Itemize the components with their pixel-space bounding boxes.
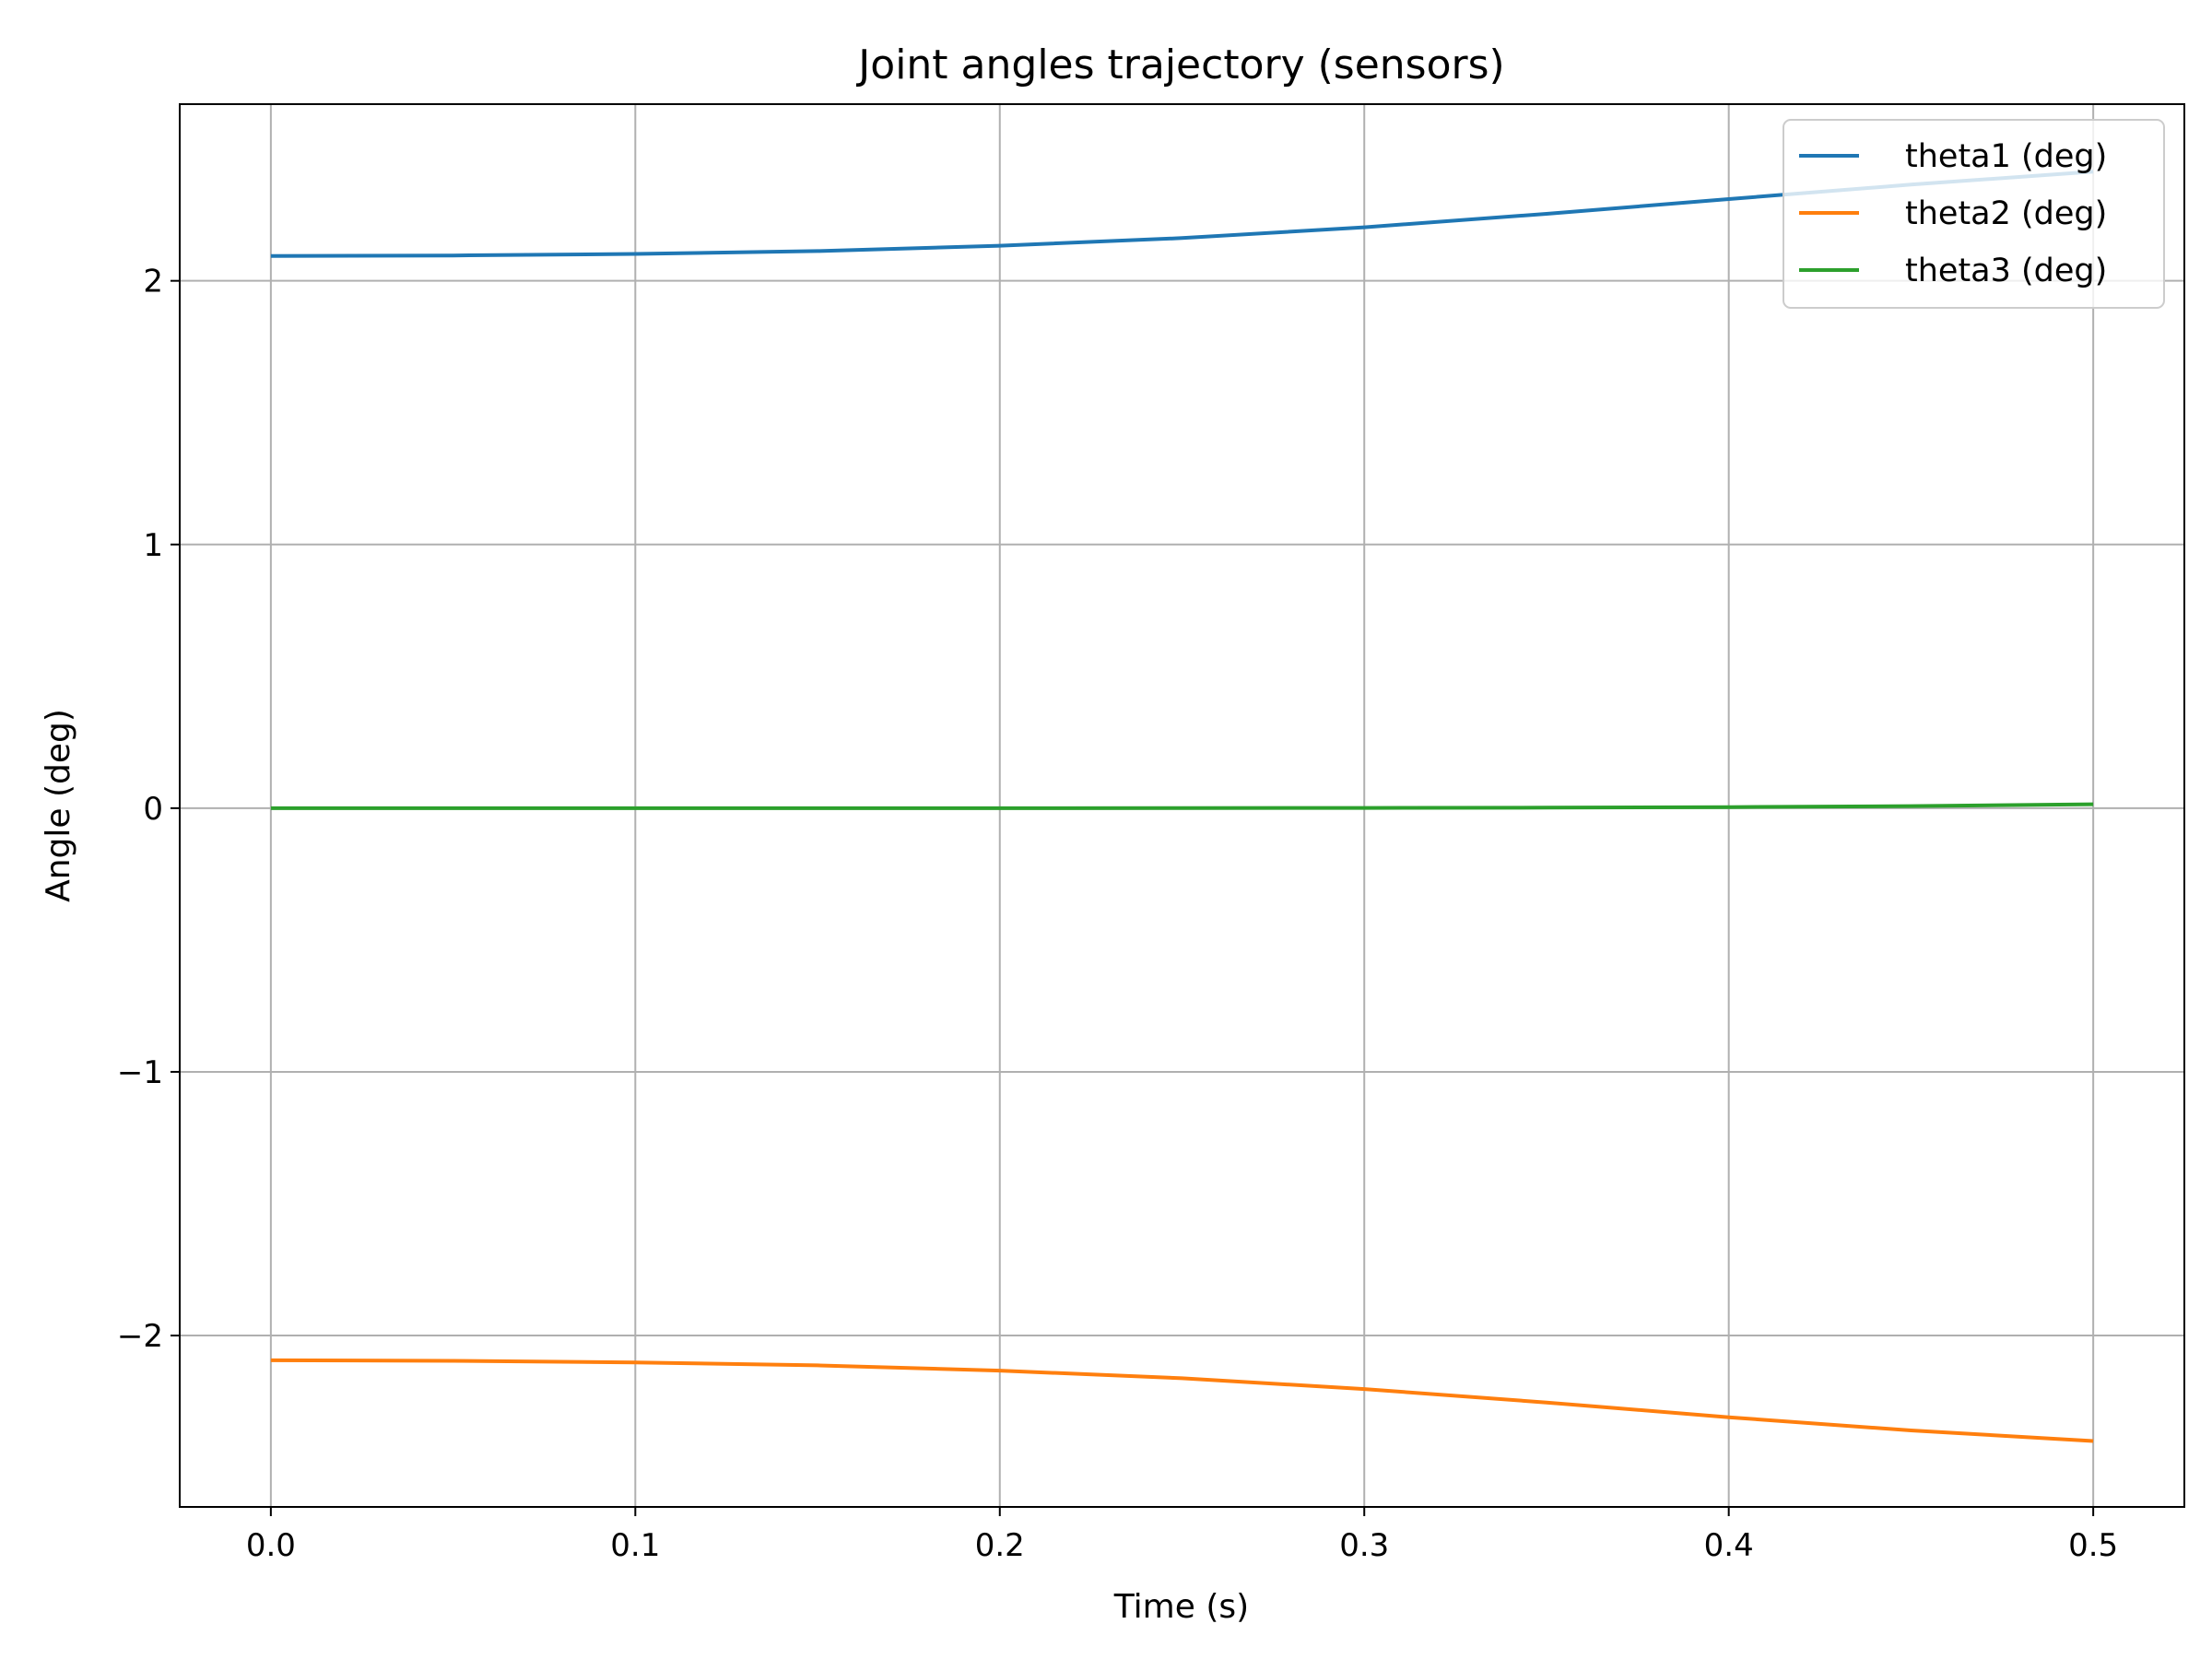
y-tick-label: −1 — [117, 1054, 163, 1091]
legend-label-2: theta2 (deg) — [1905, 195, 2107, 232]
y-tick-label: 1 — [143, 527, 163, 564]
plot-frame — [179, 103, 2185, 1508]
legend-label-3: theta3 (deg) — [1905, 253, 2107, 289]
legend-label-1: theta1 (deg) — [1905, 138, 2107, 175]
x-axis-label: Time (s) — [1113, 1588, 1249, 1626]
series-line-2 — [270, 1358, 2094, 1443]
legend-box — [1783, 119, 2165, 309]
x-tick-label: 0.4 — [1704, 1527, 1754, 1564]
chart-title: Joint angles trajectory (sensors) — [855, 41, 1504, 88]
x-tick-label: 0.2 — [975, 1527, 1025, 1564]
y-tick-label: 2 — [143, 264, 163, 300]
x-tick-label: 0.1 — [610, 1527, 660, 1564]
y-tick-label: −2 — [117, 1318, 163, 1355]
series-line-3 — [270, 802, 2094, 810]
axis-ticks: 0.0 0.1 0.2 0.3 0.4 0.5 −2 −1 0 1 2 — [117, 264, 2118, 1564]
y-axis-label: Angle (deg) — [40, 709, 77, 902]
x-tick-label: 0.0 — [246, 1527, 296, 1564]
x-tick-label: 0.5 — [2068, 1527, 2118, 1564]
y-tick-label: 0 — [143, 791, 163, 828]
x-tick-label: 0.3 — [1339, 1527, 1389, 1564]
legend: theta1 (deg) theta2 (deg) theta3 (deg) — [1783, 119, 2165, 309]
